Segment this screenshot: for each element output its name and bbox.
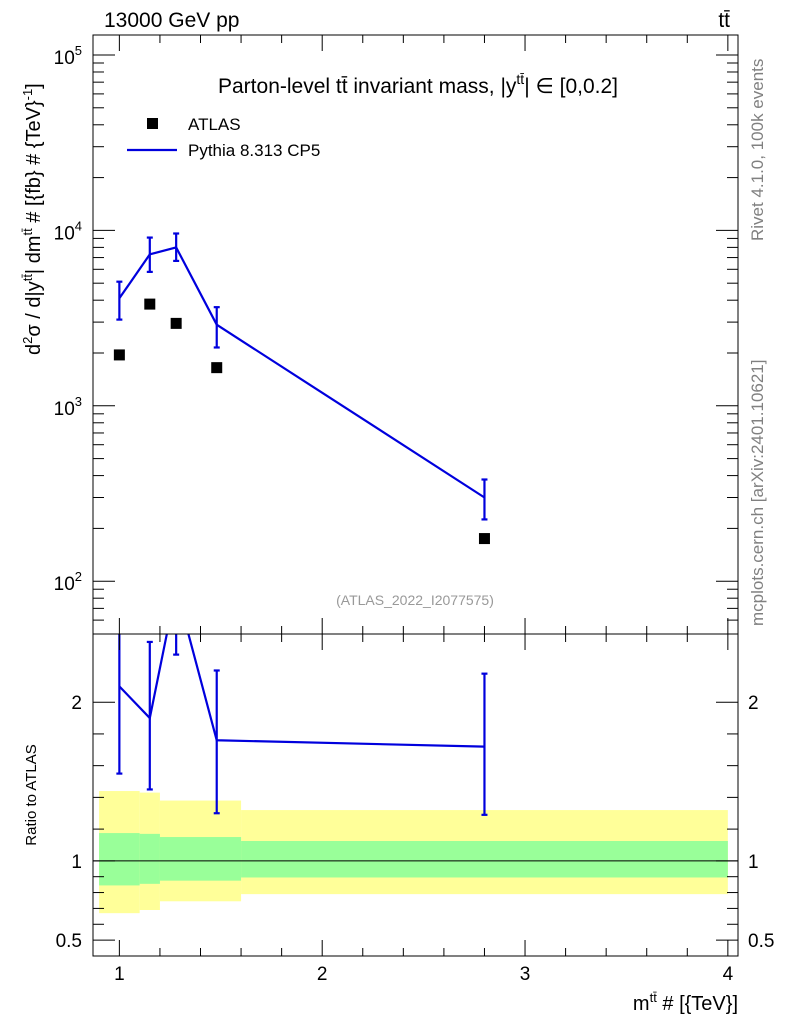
main-y-tick-label: 103	[54, 394, 82, 420]
ratio-y-tick-label-right: 1	[748, 852, 759, 873]
analysis-id-label: (ATLAS_2022_I2077575)	[336, 592, 494, 608]
x-tick-label: 4	[723, 964, 734, 985]
main-y-tick-label: 102	[54, 569, 82, 595]
uncertainty-band-68	[99, 833, 140, 886]
main-y-tick-label: 104	[54, 218, 82, 244]
uncertainty-band-68	[159, 837, 242, 881]
rivet-version-label: Rivet 4.1.0, 100k events	[748, 59, 767, 241]
main-y-axis-label: d2σ / d|ytt̄| dmtt̄ # [{fb} # {TeV}-1]	[20, 83, 45, 355]
legend-atlas-label: ATLAS	[188, 115, 241, 134]
ratio-y-tick-label-right: 2	[748, 693, 759, 714]
ratio-plot-frame	[92, 633, 739, 957]
main-plot-panel: 102 103 104 105 Parton-level tt̄ invariant …	[20, 34, 739, 635]
pythia-ratio-line	[118, 634, 485, 748]
ratio-y-tick-label: 2	[71, 693, 82, 714]
ratio-y-tick-label: 1	[71, 852, 82, 873]
legend: ATLAS Pythia 8.313 CP5	[127, 115, 320, 160]
x-tick-label: 3	[520, 964, 531, 985]
atlas-data-point	[211, 362, 223, 374]
ratio-y-axis-label: Ratio to ATLAS	[23, 744, 40, 845]
x-tick-label: 2	[317, 964, 328, 985]
legend-atlas-marker	[147, 118, 158, 129]
main-y-tick-label: 105	[54, 43, 82, 69]
atlas-data-point	[144, 298, 156, 310]
atlas-data-point	[170, 317, 182, 329]
uncertainty-band-68	[139, 833, 160, 884]
atlas-data-point	[113, 349, 125, 361]
x-tick-label: 1	[114, 964, 125, 985]
atlas-data-point	[478, 533, 490, 545]
plot-title: Parton-level tt̄ invariant mass, |ytt̄| …	[218, 71, 618, 98]
ratio-y-tick-label-right: 0.5	[748, 931, 774, 952]
pythia-line	[118, 246, 486, 499]
ratio-plot-panel: 0.5 0.5 1 1 2 2 1 2 3 4 Ratio to ATLAS mtt̄ # [{…	[23, 633, 774, 1015]
legend-pythia-label: Pythia 8.313 CP5	[188, 141, 320, 160]
x-axis-label: mtt̄ # [{TeV}]	[633, 990, 738, 1015]
ratio-y-tick-label: 0.5	[56, 931, 82, 952]
header-process-label: tt̄	[718, 9, 730, 32]
uncertainty-band-68	[241, 841, 728, 878]
header-collision-label: 13000 GeV pp	[104, 9, 239, 32]
mcplots-label: mcplots.cern.ch [arXiv:2401.10621]	[748, 360, 767, 626]
